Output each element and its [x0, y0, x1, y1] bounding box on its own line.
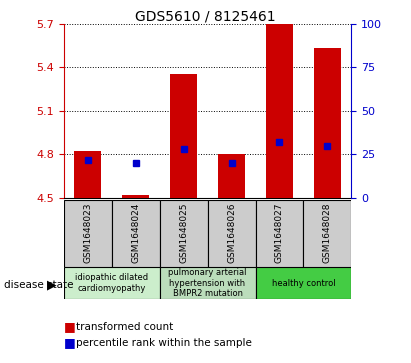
- Text: GSM1648028: GSM1648028: [323, 202, 332, 263]
- Text: percentile rank within the sample: percentile rank within the sample: [76, 338, 252, 348]
- Bar: [64, 200, 112, 267]
- Text: GSM1648023: GSM1648023: [83, 202, 92, 263]
- Bar: [303, 200, 351, 267]
- Bar: [112, 200, 159, 267]
- Text: GSM1648026: GSM1648026: [227, 202, 236, 263]
- Text: GSM1648025: GSM1648025: [179, 202, 188, 263]
- Text: GSM1648027: GSM1648027: [275, 202, 284, 263]
- Bar: [208, 200, 256, 267]
- Bar: [74, 151, 101, 198]
- Text: idiopathic dilated
cardiomyopathy: idiopathic dilated cardiomyopathy: [75, 273, 148, 293]
- Text: ■: ■: [64, 320, 76, 333]
- Bar: [122, 195, 149, 198]
- Bar: [159, 200, 208, 267]
- Text: GSM1648024: GSM1648024: [131, 202, 140, 263]
- Text: transformed count: transformed count: [76, 322, 173, 332]
- Text: ▶: ▶: [46, 278, 56, 291]
- Bar: [171, 74, 197, 198]
- Text: healthy control: healthy control: [272, 279, 335, 287]
- Bar: [218, 154, 245, 198]
- Bar: [64, 267, 159, 299]
- Bar: [266, 24, 293, 198]
- Text: pulmonary arterial
hypertension with
BMPR2 mutation: pulmonary arterial hypertension with BMP…: [169, 268, 247, 298]
- Bar: [256, 267, 351, 299]
- Bar: [314, 48, 341, 198]
- Text: GDS5610 / 8125461: GDS5610 / 8125461: [135, 9, 276, 23]
- Bar: [256, 200, 303, 267]
- Text: disease state: disease state: [4, 280, 74, 290]
- Text: ■: ■: [64, 337, 76, 350]
- Bar: [159, 267, 256, 299]
